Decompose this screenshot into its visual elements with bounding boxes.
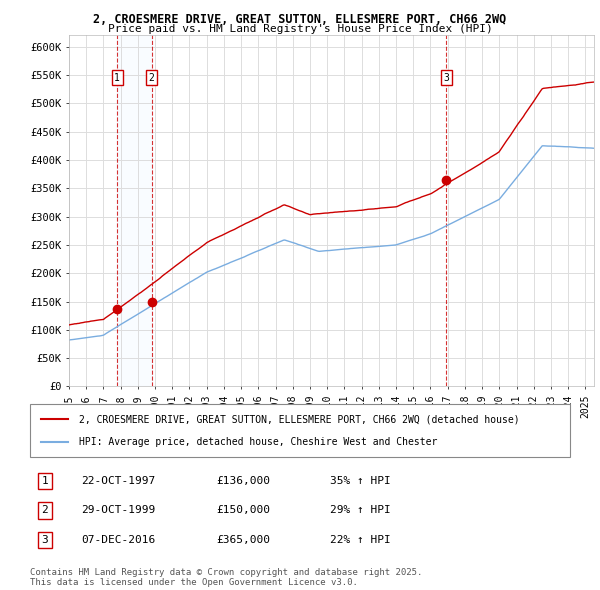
Text: Price paid vs. HM Land Registry's House Price Index (HPI): Price paid vs. HM Land Registry's House …	[107, 24, 493, 34]
Text: 22% ↑ HPI: 22% ↑ HPI	[330, 535, 391, 545]
Text: 35% ↑ HPI: 35% ↑ HPI	[330, 476, 391, 486]
Text: £150,000: £150,000	[216, 506, 270, 515]
Text: 29-OCT-1999: 29-OCT-1999	[81, 506, 155, 515]
Text: 29% ↑ HPI: 29% ↑ HPI	[330, 506, 391, 515]
Bar	[117, 35, 152, 386]
Text: 07-DEC-2016: 07-DEC-2016	[81, 535, 155, 545]
FancyBboxPatch shape	[30, 404, 570, 457]
Text: £136,000: £136,000	[216, 476, 270, 486]
Text: HPI: Average price, detached house, Cheshire West and Chester: HPI: Average price, detached house, Ches…	[79, 437, 437, 447]
Text: £365,000: £365,000	[216, 535, 270, 545]
Text: 3: 3	[41, 535, 49, 545]
Text: 2: 2	[41, 506, 49, 515]
Text: 1: 1	[41, 476, 49, 486]
Text: 2, CROESMERE DRIVE, GREAT SUTTON, ELLESMERE PORT, CH66 2WQ: 2, CROESMERE DRIVE, GREAT SUTTON, ELLESM…	[94, 13, 506, 26]
Text: 2, CROESMERE DRIVE, GREAT SUTTON, ELLESMERE PORT, CH66 2WQ (detached house): 2, CROESMERE DRIVE, GREAT SUTTON, ELLESM…	[79, 414, 519, 424]
Text: 3: 3	[443, 73, 449, 83]
Text: 1: 1	[114, 73, 120, 83]
Text: Contains HM Land Registry data © Crown copyright and database right 2025.
This d: Contains HM Land Registry data © Crown c…	[30, 568, 422, 587]
Text: 22-OCT-1997: 22-OCT-1997	[81, 476, 155, 486]
Text: 2: 2	[149, 73, 155, 83]
